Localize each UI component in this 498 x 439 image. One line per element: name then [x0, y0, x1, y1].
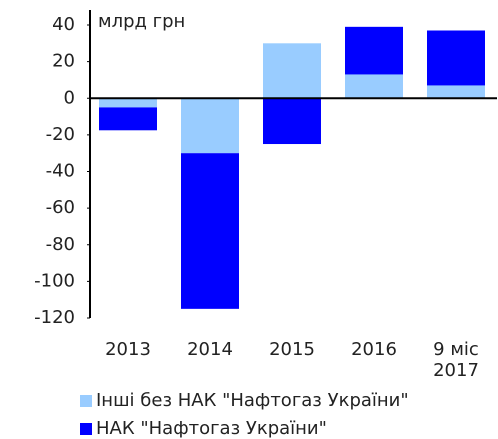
y-tick-label: -100 — [34, 270, 75, 291]
x-tick-label: 9 міс 2017 — [433, 339, 479, 381]
y-tick-label: 40 — [52, 14, 75, 35]
x-tick-label: 2014 — [187, 339, 233, 360]
legend-swatch — [80, 422, 92, 435]
y-tick-label: -80 — [46, 234, 75, 255]
annotation: млрд грн — [98, 11, 185, 32]
bar — [99, 98, 157, 108]
y-tick-label: -20 — [46, 124, 75, 145]
x-tick-label: 2015 — [269, 339, 315, 360]
y-tick-label: -40 — [46, 161, 75, 182]
bar — [263, 43, 321, 99]
legend-label: Інші без НАК "Нафтогаз України" — [96, 390, 409, 411]
y-tick-label: -60 — [46, 197, 75, 218]
bar — [181, 98, 239, 154]
bar — [181, 153, 239, 309]
legend-item: Інші без НАК "Нафтогаз України" — [80, 390, 409, 411]
legend-item: НАК "Нафтогаз України" — [80, 418, 327, 439]
legend-swatch — [80, 394, 92, 407]
legend-label: НАК "Нафтогаз України" — [96, 418, 327, 439]
bar — [345, 26, 403, 75]
x-tick-label: 2013 — [105, 339, 151, 360]
x-tick-label: 2016 — [351, 339, 397, 360]
y-tick-label: 20 — [52, 51, 75, 72]
y-tick-label: -120 — [34, 307, 75, 328]
bar — [345, 74, 403, 99]
bars — [99, 26, 485, 309]
bar — [263, 98, 321, 145]
bar — [427, 30, 485, 86]
y-tick-label: 0 — [64, 87, 75, 108]
bar — [427, 85, 485, 99]
bar — [99, 107, 157, 131]
